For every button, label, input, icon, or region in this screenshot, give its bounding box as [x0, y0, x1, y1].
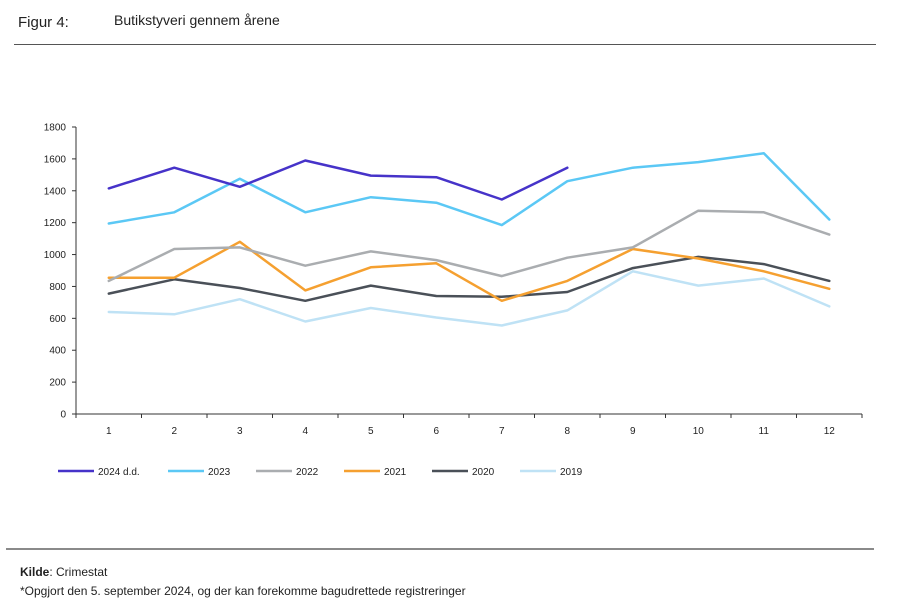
series-line-2020 — [107, 255, 831, 303]
source-line: Kilde: Crimestat — [20, 565, 107, 579]
footer-divider — [6, 548, 874, 550]
footnote: *Opgjort den 5. september 2024, og der k… — [20, 584, 466, 598]
y-tick-label: 1800 — [44, 123, 67, 134]
source-value: : Crimestat — [49, 565, 108, 579]
x-tick-label: 5 — [368, 426, 374, 437]
legend-label: 2023 — [208, 467, 231, 478]
x-tick-label: 8 — [564, 426, 570, 437]
legend-label: 2019 — [560, 467, 583, 478]
y-tick-label: 600 — [49, 314, 66, 325]
x-tick-label: 4 — [302, 426, 308, 437]
x-tick-label: 11 — [759, 426, 770, 437]
x-tick-label: 2 — [171, 426, 177, 437]
x-tick-label: 7 — [499, 426, 505, 437]
x-tick-label: 6 — [433, 426, 439, 437]
x-tick-label: 12 — [824, 426, 836, 437]
series-line-2021 — [107, 240, 831, 303]
x-tick-label: 10 — [693, 426, 705, 437]
source-label: Kilde — [20, 565, 50, 579]
y-tick-label: 200 — [49, 378, 66, 389]
y-tick-label: 1600 — [44, 154, 67, 165]
figure-label: Figur 4: — [18, 14, 69, 31]
y-tick-label: 400 — [49, 346, 66, 357]
figure-title: Butikstyveri gennem årene — [114, 12, 280, 28]
x-tick-label: 3 — [237, 426, 243, 437]
y-tick-label: 1400 — [44, 186, 67, 197]
y-tick-label: 0 — [60, 410, 66, 421]
x-tick-label: 9 — [630, 426, 636, 437]
y-tick-label: 1200 — [44, 218, 67, 229]
series-line-2022 — [107, 209, 831, 283]
y-tick-label: 800 — [49, 282, 66, 293]
legend-label: 2021 — [384, 467, 407, 478]
line-chart: 0 200 400 600 800 1000 1200 1400 1600 1800 1 2 3 4 5 6 7… — [0, 100, 900, 500]
figure-header: Figur 4: Butikstyveri gennem årene — [14, 10, 876, 45]
series-line-2024-d-d — [107, 159, 569, 201]
y-tick-label: 1000 — [44, 250, 67, 261]
legend-label: 2024 d.d. — [98, 467, 140, 478]
legend-label: 2022 — [296, 467, 319, 478]
x-tick-label: 1 — [106, 426, 112, 437]
legend-label: 2020 — [472, 467, 495, 478]
series-line-2019 — [107, 270, 831, 327]
